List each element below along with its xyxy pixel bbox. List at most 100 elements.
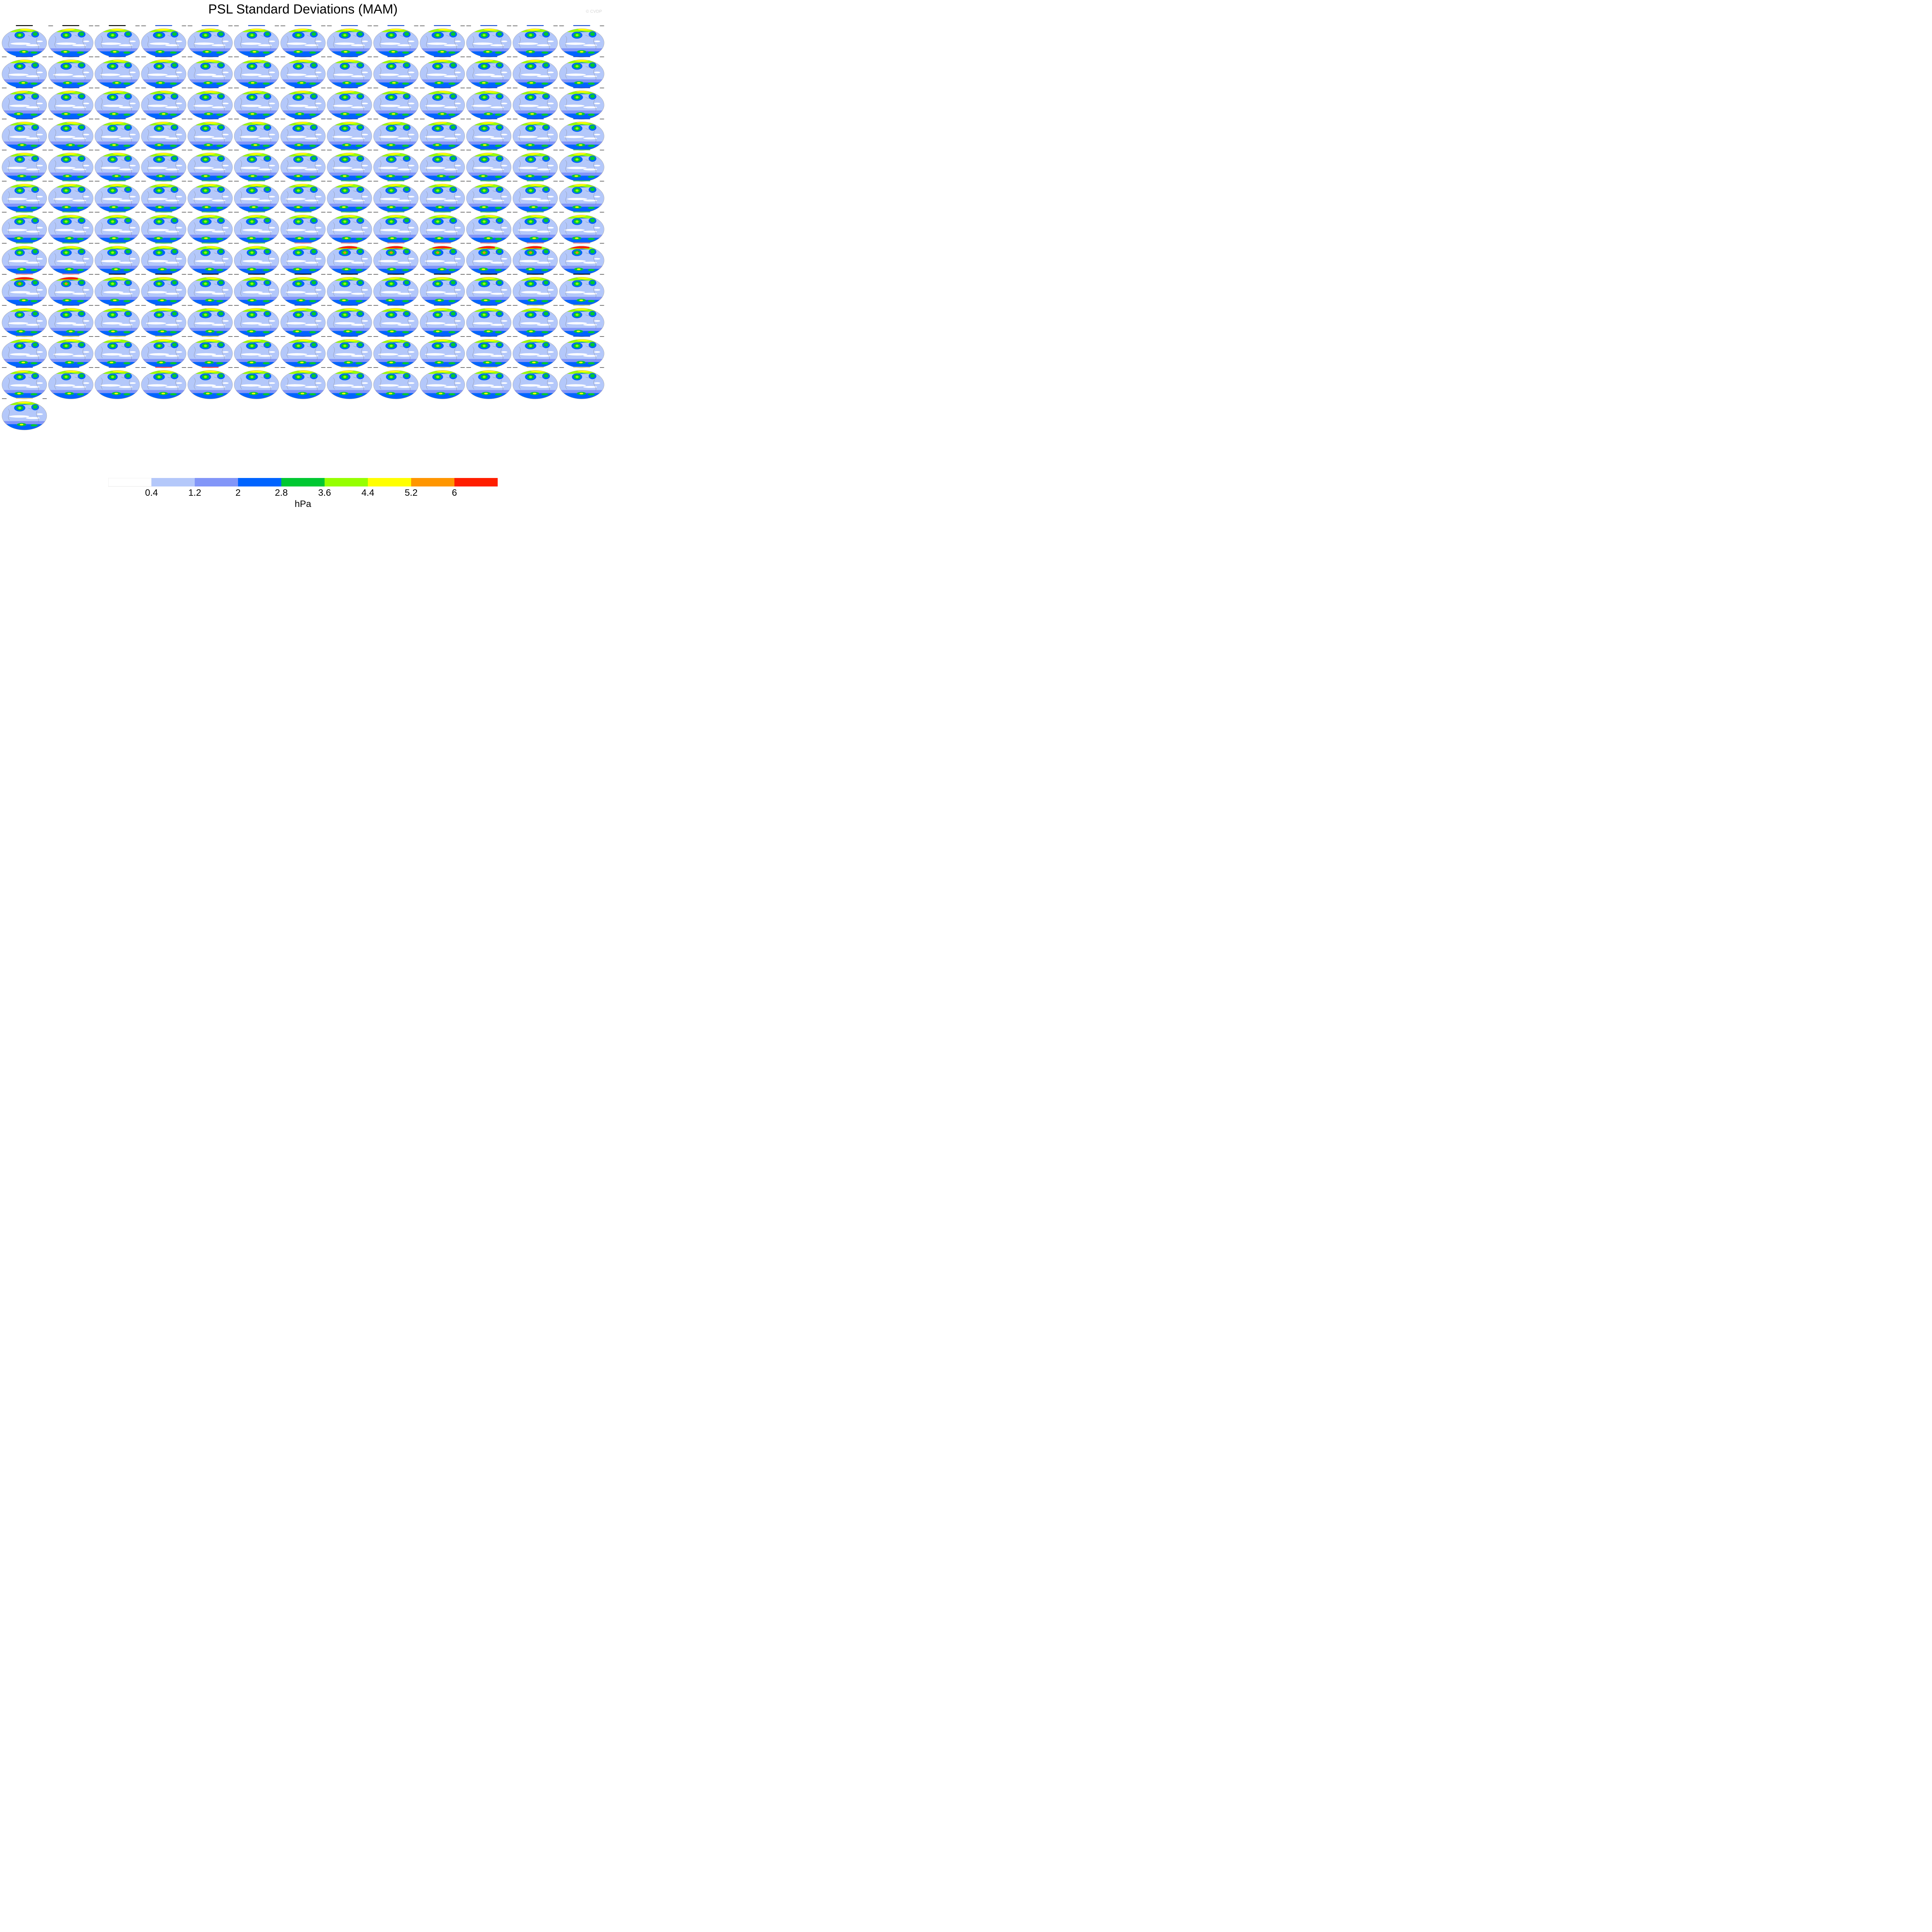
model-map-panel — [48, 242, 94, 275]
model-map-panel — [141, 304, 186, 337]
model-map-panel — [466, 149, 512, 182]
model-map-panel — [280, 149, 326, 182]
model-map-panel — [141, 274, 186, 306]
model-map-panel — [466, 367, 512, 399]
model-map-panel — [234, 149, 279, 182]
model-map-panel — [466, 87, 512, 120]
model-map-panel — [234, 87, 279, 120]
model-map-panel — [559, 149, 604, 182]
model-map-panel — [512, 25, 558, 58]
model-map-panel — [141, 180, 186, 213]
model-map-panel — [141, 336, 186, 368]
model-map-panel — [466, 304, 512, 337]
model-map-panel — [559, 367, 604, 399]
colorbar — [108, 478, 498, 487]
model-map-panel — [327, 149, 372, 182]
colorbar-segment — [411, 478, 454, 486]
model-map-panel — [2, 25, 47, 58]
model-map-panel — [280, 118, 326, 151]
model-map-panel — [280, 336, 326, 368]
model-map-panel — [2, 118, 47, 151]
model-map-panel — [2, 149, 47, 182]
model-map-panel — [466, 242, 512, 275]
model-map-panel — [327, 118, 372, 151]
model-map-panel — [466, 180, 512, 213]
model-map-panel — [141, 367, 186, 399]
model-map-panel — [48, 304, 94, 337]
model-map-panel — [420, 304, 465, 337]
model-map-panel — [512, 211, 558, 244]
model-map-panel — [280, 180, 326, 213]
model-map-panel — [48, 274, 94, 306]
model-map-panel — [2, 304, 47, 337]
model-map-panel — [2, 56, 47, 88]
model-map-panel — [2, 211, 47, 244]
model-map-panel — [234, 118, 279, 151]
model-map-panel — [234, 180, 279, 213]
model-map-panel — [512, 56, 558, 88]
model-map-panel — [141, 242, 186, 275]
model-map-panel — [373, 180, 418, 213]
model-map-panel — [234, 367, 279, 399]
model-map-panel — [187, 336, 233, 368]
model-map-panel — [559, 304, 604, 337]
model-map-panel — [420, 149, 465, 182]
model-map-panel — [559, 336, 604, 368]
colorbar-units: hPa — [294, 499, 311, 509]
model-map-panel — [327, 56, 372, 88]
model-map-panel — [234, 56, 279, 88]
model-map-panel — [466, 211, 512, 244]
model-map-panel — [48, 25, 94, 58]
model-map-panel — [512, 118, 558, 151]
colorbar-segment — [195, 478, 238, 486]
model-map-panel — [373, 56, 418, 88]
model-map-panel — [141, 118, 186, 151]
model-map-panel — [373, 304, 418, 337]
model-map-panel — [280, 242, 326, 275]
model-map-panel — [466, 118, 512, 151]
colorbar-segment — [368, 478, 411, 486]
model-map-panel — [280, 274, 326, 306]
model-map-panel — [187, 149, 233, 182]
model-map-panel — [48, 87, 94, 120]
model-map-panel — [373, 149, 418, 182]
model-map-panel — [95, 304, 140, 337]
model-map-panel — [327, 304, 372, 337]
model-map-panel — [559, 180, 604, 213]
model-map-panel — [327, 211, 372, 244]
model-map-panel — [95, 367, 140, 399]
model-map-panel — [141, 211, 186, 244]
model-map-panel — [373, 87, 418, 120]
model-map-panel — [559, 25, 604, 58]
model-map-panel — [141, 25, 186, 58]
model-map-panel — [466, 336, 512, 368]
model-map-panel — [95, 180, 140, 213]
model-map-panel — [327, 242, 372, 275]
model-map-panel — [559, 242, 604, 275]
model-map-panel — [327, 180, 372, 213]
model-map-panel — [327, 336, 372, 368]
model-map-panel — [2, 180, 47, 213]
model-map-panel — [420, 367, 465, 399]
colorbar-segment — [238, 478, 281, 486]
model-map-panel — [234, 336, 279, 368]
model-map-panel — [187, 180, 233, 213]
colorbar-segment — [454, 478, 498, 486]
model-map-panel — [2, 274, 47, 306]
colorbar-segment — [325, 478, 368, 486]
model-map-panel — [48, 367, 94, 399]
model-map-panel — [373, 336, 418, 368]
model-map-panel — [187, 367, 233, 399]
model-map-panel — [2, 336, 47, 368]
model-map-panel — [280, 367, 326, 399]
model-map-panel — [373, 367, 418, 399]
model-map-panel — [187, 242, 233, 275]
model-map-panel — [420, 87, 465, 120]
page-title: PSL Standard Deviations (MAM) — [208, 2, 398, 17]
model-map-panel — [48, 118, 94, 151]
model-map-panel — [559, 274, 604, 306]
model-map-panel — [48, 149, 94, 182]
model-map-panel — [187, 304, 233, 337]
model-map-panel — [420, 180, 465, 213]
model-map-panel — [327, 25, 372, 58]
